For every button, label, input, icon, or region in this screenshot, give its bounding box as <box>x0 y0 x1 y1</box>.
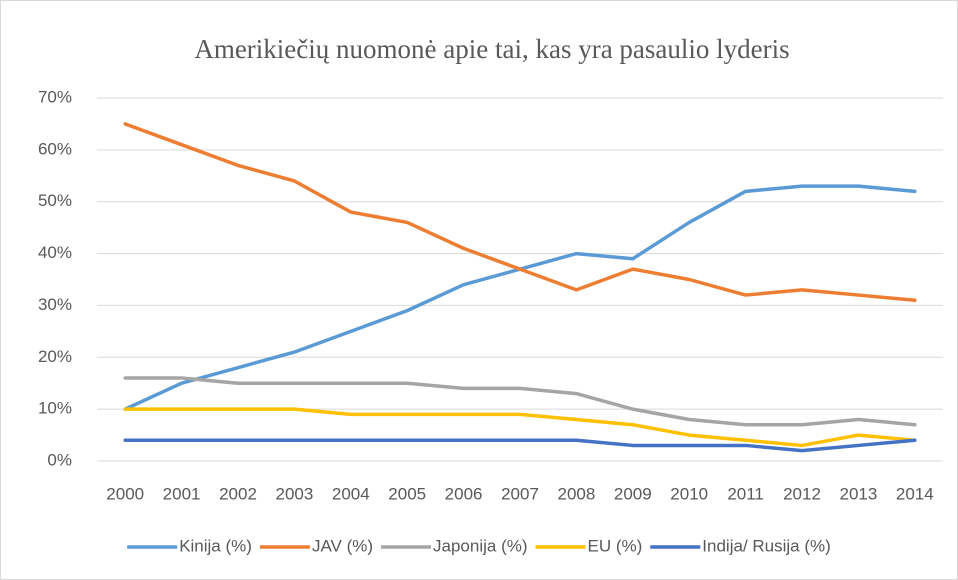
legend-label: Japonija (%) <box>433 536 528 555</box>
x-tick-label: 2010 <box>670 484 708 503</box>
legend-label: Kinija (%) <box>179 536 252 555</box>
legend-label: JAV (%) <box>312 536 373 555</box>
y-tick-label: 40% <box>38 243 72 262</box>
x-tick-label: 2004 <box>332 484 370 503</box>
x-tick-label: 2001 <box>163 484 201 503</box>
x-tick-label: 2000 <box>106 484 144 503</box>
x-tick-label: 2011 <box>727 484 764 503</box>
x-tick-label: 2013 <box>839 484 877 503</box>
series-line <box>123 407 917 448</box>
y-tick-label: 50% <box>38 191 72 210</box>
y-tick-label: 10% <box>38 399 72 418</box>
x-tick-label: 2006 <box>445 484 483 503</box>
legend-label: Indija/ Rusija (%) <box>702 536 831 555</box>
x-tick-label: 2012 <box>783 484 821 503</box>
y-tick-label: 60% <box>38 139 72 158</box>
series-line <box>123 122 917 302</box>
x-tick-label: 2002 <box>219 484 257 503</box>
chart-title: Amerikiečių nuomonė apie tai, kas yra pa… <box>194 34 789 64</box>
series-line <box>123 438 917 453</box>
x-tick-label: 2008 <box>557 484 595 503</box>
y-tick-label: 30% <box>38 295 72 314</box>
x-tick-label: 2009 <box>614 484 652 503</box>
x-tick-label: 2014 <box>896 484 934 503</box>
y-tick-label: 70% <box>38 87 72 106</box>
x-tick-label: 2005 <box>388 484 426 503</box>
y-tick-label: 0% <box>47 450 72 469</box>
y-tick-label: 20% <box>38 347 72 366</box>
legend-label: EU (%) <box>588 536 643 555</box>
x-tick-label: 2003 <box>275 484 313 503</box>
series-line <box>123 376 917 427</box>
x-tick-label: 2007 <box>501 484 539 503</box>
